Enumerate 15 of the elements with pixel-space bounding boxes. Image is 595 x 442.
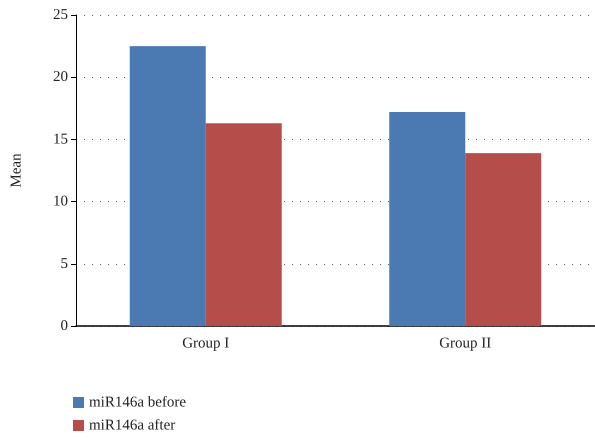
- y-axis-title: Mean: [8, 152, 24, 188]
- bar: [206, 123, 282, 326]
- legend-label: miR146a after: [89, 418, 176, 434]
- y-tick-label: 5: [60, 256, 68, 272]
- bar: [465, 153, 542, 326]
- y-tick-label: 20: [53, 69, 68, 86]
- y-tick-label: 15: [53, 131, 68, 148]
- legend-label: miR146a before: [89, 394, 186, 410]
- bar: [130, 46, 206, 326]
- y-tick-label: 0: [60, 318, 68, 334]
- x-tick-label: Group I: [182, 336, 230, 352]
- y-tick-label: 10: [53, 194, 68, 210]
- bar: [389, 112, 466, 326]
- y-tick-label: 25: [53, 7, 68, 23]
- x-tick-label: Group II: [439, 336, 492, 352]
